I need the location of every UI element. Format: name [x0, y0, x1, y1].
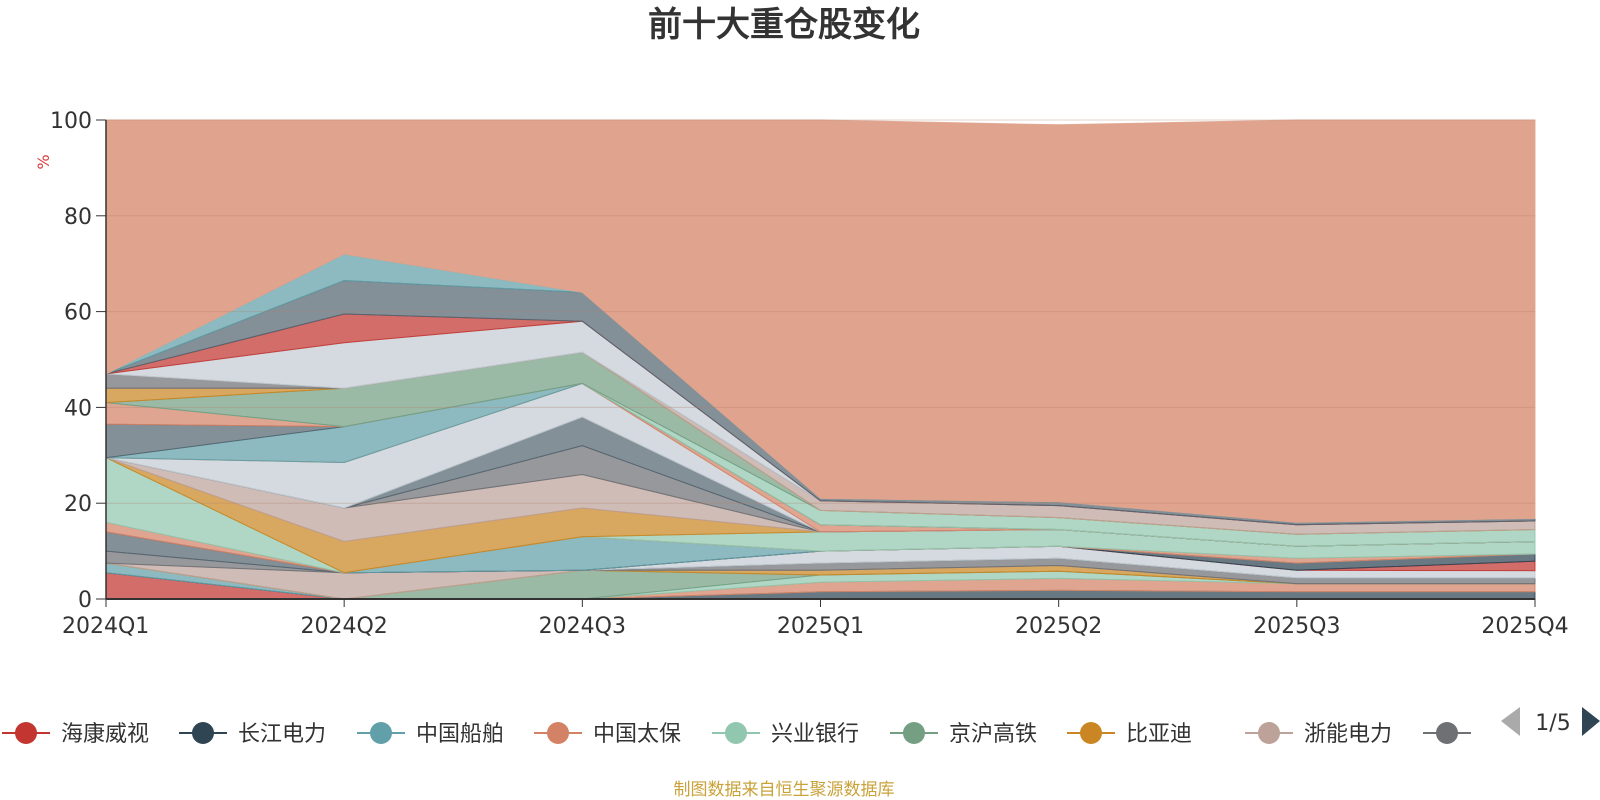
legend: 海康威视 长江电力 中国船舶 中国太保 兴业银行 京沪高铁 比亚迪 浙能电力 中 — [2, 722, 1504, 747]
legend-label: 中国船舶 — [416, 722, 504, 747]
legend-marker-icon — [370, 722, 392, 744]
y-tick-label: 40 — [64, 396, 92, 421]
axis-layer: 0 20 40 60 80 100 2024Q1 2024Q2 2024Q3 2025Q1 2025… — [50, 109, 1569, 639]
legend-marker-icon — [725, 722, 747, 744]
legend-marker-icon — [1080, 722, 1102, 744]
x-tick-label: 2024Q1 — [62, 614, 149, 639]
source-note: 制图数据来自恒生聚源数据库 — [674, 780, 895, 800]
legend-label: 浙能电力 — [1304, 722, 1392, 747]
legend-item[interactable]: 中 — [1423, 722, 1504, 747]
legend-marker-icon — [1258, 722, 1280, 744]
legend-marker-icon — [903, 722, 925, 744]
legend-item[interactable]: 比亚迪 — [1067, 722, 1192, 747]
x-tick-label: 2024Q2 — [301, 614, 388, 639]
legend-label: 中 — [1482, 722, 1504, 747]
legend-item[interactable]: 长江电力 — [179, 722, 326, 747]
legend-item[interactable]: 京沪高铁 — [890, 722, 1037, 747]
chart-title: 前十大重仓股变化 — [648, 5, 920, 45]
legend-item[interactable]: 海康威视 — [2, 722, 149, 747]
x-tick-label: 2024Q3 — [539, 614, 626, 639]
legend-label: 长江电力 — [238, 722, 326, 747]
x-tick-label: 2025Q4 — [1481, 614, 1568, 639]
legend-item[interactable]: 中国船舶 — [357, 722, 504, 747]
area-layer — [105, 119, 1536, 600]
legend-label: 兴业银行 — [771, 722, 859, 747]
legend-marker-icon — [1436, 722, 1458, 744]
y-tick-label: 20 — [64, 492, 92, 517]
legend-item[interactable]: 中国太保 — [534, 722, 681, 747]
y-tick-label: 100 — [50, 109, 92, 134]
legend-marker-icon — [192, 722, 214, 744]
legend-item[interactable]: 兴业银行 — [712, 722, 859, 747]
y-tick-label: 0 — [78, 588, 92, 613]
legend-prev-page-icon[interactable] — [1501, 707, 1520, 736]
legend-page-indicator: 1/5 — [1535, 711, 1570, 736]
legend-marker-icon — [15, 722, 37, 744]
x-tick-label: 2025Q1 — [777, 614, 864, 639]
legend-next-page-icon[interactable] — [1582, 707, 1600, 736]
x-tick-label: 2025Q3 — [1253, 614, 1340, 639]
legend-label: 京沪高铁 — [949, 722, 1037, 747]
y-tick-label: 80 — [64, 205, 92, 230]
y-tick-label: 60 — [64, 301, 92, 326]
grid-layer — [106, 119, 1535, 504]
y-axis-unit: % — [34, 154, 53, 169]
legend-marker-icon — [547, 722, 569, 744]
legend-label: 比亚迪 — [1126, 722, 1192, 747]
area-series-34 — [105, 119, 1536, 523]
legend-item[interactable]: 浙能电力 — [1245, 722, 1392, 747]
x-tick-label: 2025Q2 — [1015, 614, 1102, 639]
legend-label: 中国太保 — [593, 722, 681, 747]
legend-label: 海康威视 — [61, 722, 149, 747]
